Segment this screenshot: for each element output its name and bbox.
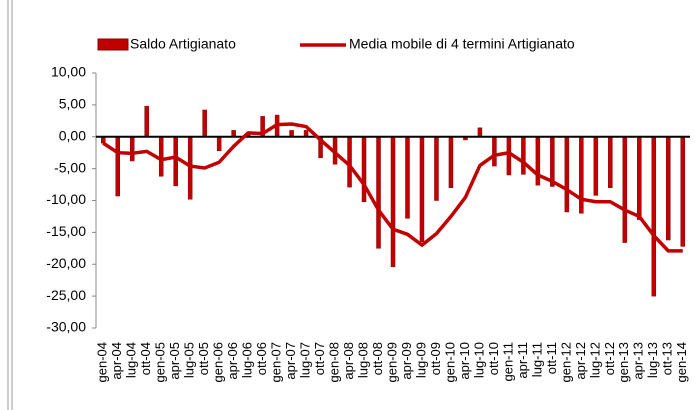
bar xyxy=(361,136,367,203)
bar xyxy=(434,136,439,201)
y-tick-label: 10,00 xyxy=(51,64,86,80)
x-tick-label: lug-08 xyxy=(355,342,370,378)
x-tick-label: lug-07 xyxy=(298,342,313,378)
y-tick-label: -20,00 xyxy=(46,255,86,271)
bar xyxy=(202,109,207,137)
y-tick-label: -25,00 xyxy=(46,287,86,303)
y-tick-label: -30,00 xyxy=(46,319,86,335)
x-tick-label: lug-06 xyxy=(240,342,255,378)
x-tick-label: ott-12 xyxy=(602,342,617,375)
bar xyxy=(492,136,497,167)
x-tick-label: ott-13 xyxy=(660,342,675,375)
x-tick-label: ott-08 xyxy=(370,342,385,375)
x-tick-label: apr-04 xyxy=(109,342,124,380)
bar xyxy=(448,136,454,188)
y-tick-label: -5,00 xyxy=(54,159,86,175)
x-tick-label: ott-04 xyxy=(138,342,153,375)
bar xyxy=(129,136,135,162)
legend-label: Media mobile di 4 termini Artigianato xyxy=(349,36,575,52)
y-tick-label: -15,00 xyxy=(46,223,86,239)
x-tick-label: gen-12 xyxy=(558,342,573,382)
x-tick-label: lug-09 xyxy=(413,342,428,378)
x-tick-label: apr-06 xyxy=(225,342,240,380)
bar xyxy=(608,136,613,188)
x-tick-label: apr-09 xyxy=(399,342,414,380)
x-tick-label: ott-11 xyxy=(544,342,559,374)
x-tick-label: apr-11 xyxy=(515,342,530,379)
bar xyxy=(477,127,483,137)
x-tick-label: gen-05 xyxy=(153,342,168,382)
bar xyxy=(405,136,410,219)
x-tick-label: gen-10 xyxy=(442,342,457,382)
x-tick-label: ott-10 xyxy=(486,342,501,375)
x-tick-label: ott-09 xyxy=(428,342,443,375)
bar xyxy=(651,136,657,297)
x-tick-label: lug-11 xyxy=(529,342,544,377)
bar xyxy=(158,136,164,177)
x-tick-label: gen-08 xyxy=(326,342,341,382)
line xyxy=(102,122,683,253)
x-tick-label: lug-13 xyxy=(645,342,660,378)
y-tick-label: 0,00 xyxy=(59,127,86,143)
x-tick-label: lug-12 xyxy=(587,342,602,378)
x-tick-label: gen-14 xyxy=(674,342,689,382)
bar xyxy=(593,136,599,196)
bar xyxy=(564,136,570,213)
bar xyxy=(115,136,120,197)
bar xyxy=(622,136,628,243)
x-tick-label: gen-06 xyxy=(211,342,226,382)
bar xyxy=(173,136,178,187)
bar xyxy=(419,136,425,243)
x-tick-label: gen-11 xyxy=(500,342,515,382)
x-tick-label: gen-13 xyxy=(616,342,631,382)
x-tick-label: gen-09 xyxy=(384,342,399,382)
legend-label: Saldo Artigianato xyxy=(130,36,236,52)
bar xyxy=(666,136,671,241)
x-tick-label: lug-05 xyxy=(182,342,197,378)
x-tick-label: ott-07 xyxy=(312,342,327,375)
x-tick-label: apr-12 xyxy=(573,342,588,380)
x-tick-label: ott-05 xyxy=(196,342,211,375)
x-tick-label: apr-08 xyxy=(341,342,356,380)
legend-swatch xyxy=(97,38,129,51)
x-tick-label: lug-10 xyxy=(471,342,486,378)
y-tick-label: 5,00 xyxy=(59,96,86,112)
bar xyxy=(216,136,222,152)
x-tick-label: apr-05 xyxy=(167,342,182,380)
bar xyxy=(535,136,541,186)
x-tick-label: apr-13 xyxy=(631,342,646,380)
bar xyxy=(144,105,149,138)
bar xyxy=(390,136,396,268)
x-tick-label: gen-04 xyxy=(95,342,110,382)
x-tick-label: apr-07 xyxy=(283,342,298,380)
bar xyxy=(521,136,526,175)
x-tick-label: lug-04 xyxy=(124,342,139,378)
bar xyxy=(680,136,686,247)
x-tick-label: ott-06 xyxy=(254,342,269,375)
bar xyxy=(376,136,381,249)
y-tick-label: -10,00 xyxy=(46,191,86,207)
x-tick-label: apr-10 xyxy=(457,342,472,380)
bar xyxy=(579,136,584,214)
bar xyxy=(506,136,512,176)
x-tick-label: gen-07 xyxy=(269,342,284,382)
bar xyxy=(637,136,642,220)
